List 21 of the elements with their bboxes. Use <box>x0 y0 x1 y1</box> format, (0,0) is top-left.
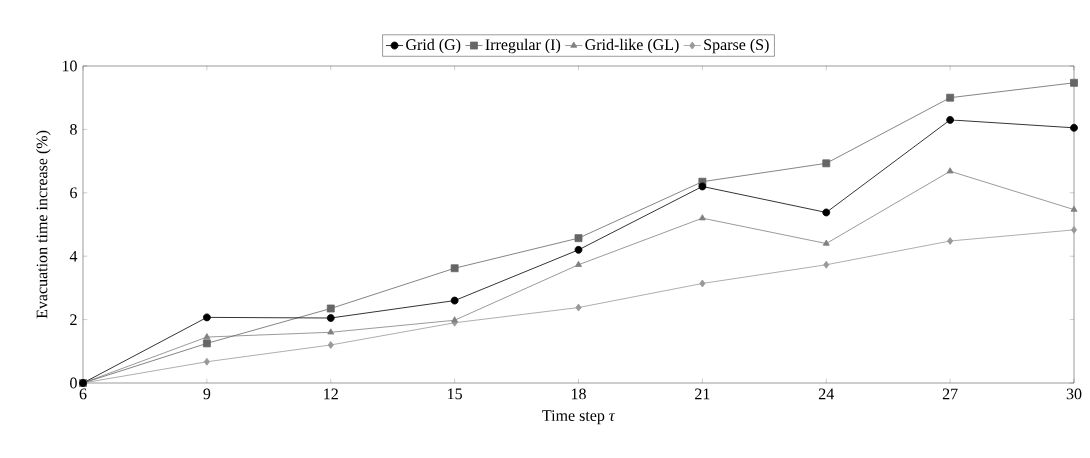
legend-label: Grid (G) <box>406 38 461 54</box>
y-tick-label: 2 <box>70 314 77 325</box>
x-tick-label: 27 <box>942 388 958 400</box>
x-tick-label: 30 <box>1066 388 1082 400</box>
y-axis-title: Evacuation time increase (%) <box>36 130 51 319</box>
y-tick-label: 8 <box>70 124 77 135</box>
x-tick-label: 9 <box>203 388 211 400</box>
x-tick-label: 12 <box>324 388 338 400</box>
y-tick-label: 10 <box>62 60 77 72</box>
x-tick-label: 21 <box>695 388 710 400</box>
legend-label: Grid-like (GL) <box>585 38 679 54</box>
y-tick-label: 0 <box>70 377 77 389</box>
x-tick-label: 24 <box>818 388 835 400</box>
x-tick-label: 18 <box>571 388 586 400</box>
legend-label: Irregular (I) <box>485 38 561 54</box>
legend-label: Sparse (S) <box>704 38 769 54</box>
x-tick-label: 15 <box>448 388 462 400</box>
x-axis-title: Time step τ <box>542 410 616 425</box>
x-tick-label: 6 <box>79 388 87 400</box>
y-tick-label: 6 <box>70 187 77 199</box>
y-tick-label: 4 <box>69 250 78 262</box>
